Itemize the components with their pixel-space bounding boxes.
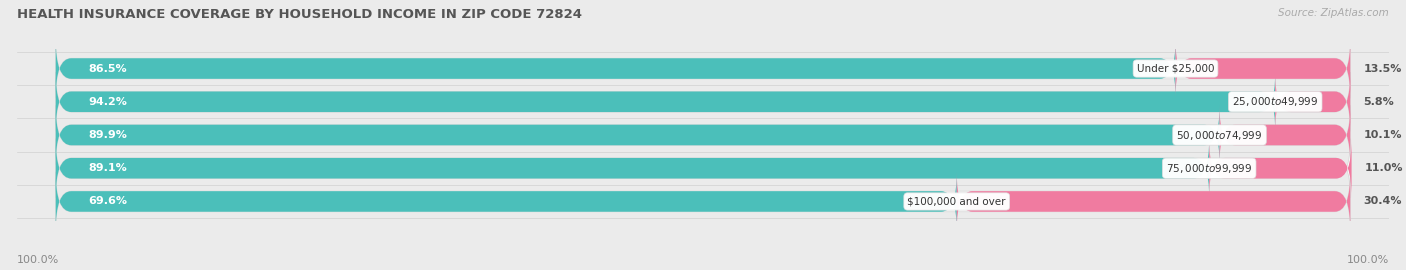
- Text: $25,000 to $49,999: $25,000 to $49,999: [1232, 95, 1319, 108]
- Text: 100.0%: 100.0%: [17, 255, 59, 265]
- Text: 94.2%: 94.2%: [89, 97, 127, 107]
- FancyBboxPatch shape: [56, 72, 1275, 131]
- Text: 69.6%: 69.6%: [89, 197, 127, 207]
- Text: $50,000 to $74,999: $50,000 to $74,999: [1177, 129, 1263, 141]
- FancyBboxPatch shape: [956, 172, 1350, 231]
- Text: $100,000 and over: $100,000 and over: [907, 197, 1005, 207]
- FancyBboxPatch shape: [56, 105, 1350, 165]
- FancyBboxPatch shape: [1175, 39, 1350, 98]
- Text: HEALTH INSURANCE COVERAGE BY HOUSEHOLD INCOME IN ZIP CODE 72824: HEALTH INSURANCE COVERAGE BY HOUSEHOLD I…: [17, 8, 582, 21]
- FancyBboxPatch shape: [56, 39, 1350, 98]
- FancyBboxPatch shape: [56, 39, 1175, 98]
- FancyBboxPatch shape: [56, 172, 956, 231]
- Text: 10.1%: 10.1%: [1364, 130, 1402, 140]
- FancyBboxPatch shape: [56, 139, 1209, 198]
- FancyBboxPatch shape: [56, 105, 1219, 165]
- Text: 11.0%: 11.0%: [1365, 163, 1403, 173]
- Text: 89.1%: 89.1%: [89, 163, 127, 173]
- Text: Under $25,000: Under $25,000: [1137, 63, 1215, 73]
- Text: 13.5%: 13.5%: [1364, 63, 1402, 73]
- Text: 86.5%: 86.5%: [89, 63, 127, 73]
- FancyBboxPatch shape: [1219, 105, 1350, 165]
- FancyBboxPatch shape: [56, 172, 1350, 231]
- FancyBboxPatch shape: [1275, 72, 1350, 131]
- FancyBboxPatch shape: [56, 139, 1350, 198]
- Text: 100.0%: 100.0%: [1347, 255, 1389, 265]
- FancyBboxPatch shape: [56, 72, 1350, 131]
- Text: Source: ZipAtlas.com: Source: ZipAtlas.com: [1278, 8, 1389, 18]
- FancyBboxPatch shape: [1209, 139, 1351, 198]
- Text: 89.9%: 89.9%: [89, 130, 127, 140]
- Text: 30.4%: 30.4%: [1364, 197, 1402, 207]
- Text: 5.8%: 5.8%: [1364, 97, 1393, 107]
- Text: $75,000 to $99,999: $75,000 to $99,999: [1166, 162, 1253, 175]
